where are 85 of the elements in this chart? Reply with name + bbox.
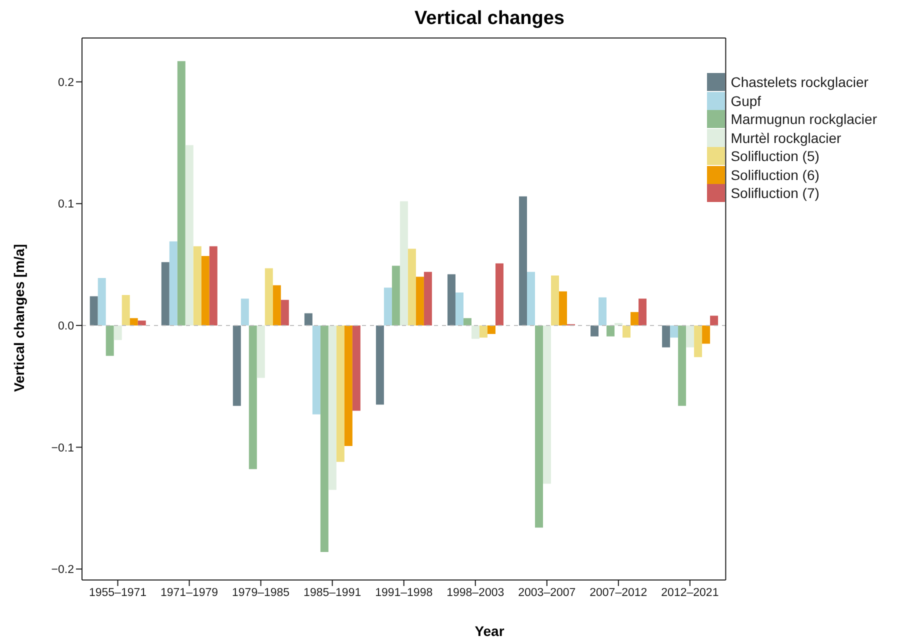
bar xyxy=(590,325,599,336)
bar xyxy=(400,201,408,326)
bar xyxy=(240,298,249,326)
bar xyxy=(471,325,480,339)
bar xyxy=(185,145,194,326)
bar xyxy=(638,298,647,326)
bar xyxy=(392,266,400,326)
bar xyxy=(336,325,344,462)
bar xyxy=(447,274,456,326)
bar xyxy=(455,292,464,326)
bar xyxy=(678,325,686,406)
bar xyxy=(304,313,312,326)
bar xyxy=(114,325,122,340)
bar xyxy=(479,325,488,338)
bar xyxy=(606,325,615,336)
bar xyxy=(495,263,504,326)
bar xyxy=(424,272,432,326)
legend-label: Murtèl rockglacier xyxy=(730,130,842,146)
bar xyxy=(352,325,360,411)
bar xyxy=(710,316,718,326)
bar xyxy=(702,325,710,344)
bar xyxy=(376,325,384,405)
bar xyxy=(177,61,186,326)
x-axis-title: Year xyxy=(474,623,506,639)
bar xyxy=(670,325,678,338)
legend-label: Solifluction (7) xyxy=(730,185,820,202)
bar xyxy=(543,325,552,484)
bar xyxy=(138,320,146,326)
bar xyxy=(320,325,328,552)
bar xyxy=(122,294,130,326)
bar xyxy=(487,325,496,334)
bar xyxy=(535,325,544,528)
y-axis-title: Vertical changes [m/a] xyxy=(11,244,27,392)
x-tick-label: 1955–1971 xyxy=(88,587,147,600)
chart-title: Vertical changes xyxy=(414,8,566,30)
bar xyxy=(232,325,241,406)
x-tick-label: 1991–1998 xyxy=(375,587,433,600)
bar xyxy=(622,325,631,338)
bar xyxy=(328,325,336,490)
bar xyxy=(686,325,694,348)
bar xyxy=(694,325,702,358)
x-tick-label: 2003–2007 xyxy=(518,587,576,600)
x-tick-label: 2007–2012 xyxy=(590,587,648,600)
bar xyxy=(264,268,273,326)
bar xyxy=(344,325,352,446)
bar xyxy=(662,325,670,348)
y-tick-label: 0.0 xyxy=(58,320,74,333)
bar xyxy=(416,276,424,326)
y-tick-label: −0.2 xyxy=(51,564,74,576)
y-tick-label: 0.2 xyxy=(58,76,74,89)
bar xyxy=(408,248,416,326)
y-tick-label: 0.1 xyxy=(58,198,74,211)
bar xyxy=(312,325,320,414)
bar xyxy=(598,297,607,326)
legend-label: Marmugnun rockglacier xyxy=(730,111,877,128)
bar xyxy=(272,285,281,326)
bar xyxy=(559,291,568,326)
bar xyxy=(209,246,218,326)
bar xyxy=(90,296,98,326)
legend-label: Solifluction (5) xyxy=(730,148,820,164)
x-tick-label: 1971–1979 xyxy=(160,587,218,600)
bar xyxy=(527,272,536,326)
bar xyxy=(384,288,392,326)
bar xyxy=(630,312,639,326)
legend-label: Chastelets rockglacier xyxy=(730,74,868,90)
bar xyxy=(280,300,289,326)
bar xyxy=(130,318,138,326)
y-tick-label: −0.1 xyxy=(51,442,74,454)
bar xyxy=(248,325,257,470)
bar xyxy=(519,196,528,326)
x-tick-label: 2012–2021 xyxy=(661,587,719,600)
x-tick-label: 1985–1991 xyxy=(304,587,362,600)
legend-label: Solifluction (6) xyxy=(730,166,820,183)
bar xyxy=(169,241,178,326)
bar xyxy=(463,318,472,326)
bar xyxy=(201,256,210,326)
bar xyxy=(551,276,560,326)
legend-label: Gupf xyxy=(730,92,762,109)
bar xyxy=(161,262,170,326)
x-tick-label: 1979–1985 xyxy=(232,587,290,600)
bar xyxy=(98,278,106,326)
x-tick-label: 1998–2003 xyxy=(446,587,504,600)
bar xyxy=(106,325,114,356)
bar xyxy=(193,246,202,326)
bar xyxy=(256,325,265,378)
